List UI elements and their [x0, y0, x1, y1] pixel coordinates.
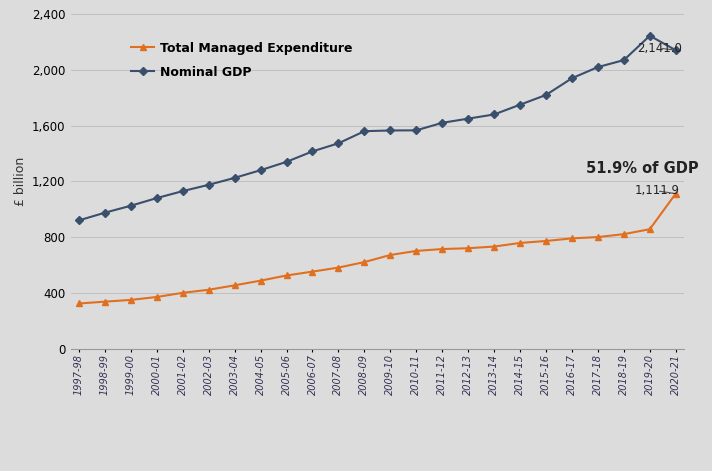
- Nominal GDP: [308, 148, 317, 154]
- Total Managed Expenditure: [360, 259, 369, 265]
- Total Managed Expenditure: [100, 299, 109, 304]
- Total Managed Expenditure: [256, 278, 265, 284]
- Nominal GDP: [412, 128, 421, 133]
- Nominal GDP: [386, 128, 394, 133]
- Total Managed Expenditure: [386, 252, 394, 258]
- Nominal GDP: [542, 92, 550, 98]
- Total Managed Expenditure: [671, 191, 680, 196]
- Total Managed Expenditure: [152, 294, 161, 300]
- Total Managed Expenditure: [231, 283, 239, 288]
- Nominal GDP: [646, 33, 654, 39]
- Line: Nominal GDP: Nominal GDP: [76, 33, 679, 223]
- Total Managed Expenditure: [412, 248, 421, 254]
- Nominal GDP: [567, 75, 576, 81]
- Nominal GDP: [231, 175, 239, 181]
- Total Managed Expenditure: [75, 300, 83, 306]
- Total Managed Expenditure: [646, 227, 654, 232]
- Total Managed Expenditure: [490, 244, 498, 249]
- Text: 2,141.0: 2,141.0: [637, 41, 681, 55]
- Text: 51.9% of GDP: 51.9% of GDP: [586, 161, 698, 176]
- Total Managed Expenditure: [282, 273, 290, 278]
- Nominal GDP: [204, 182, 213, 187]
- Total Managed Expenditure: [567, 236, 576, 241]
- Nominal GDP: [594, 64, 602, 70]
- Total Managed Expenditure: [619, 231, 628, 237]
- Nominal GDP: [179, 188, 187, 194]
- Nominal GDP: [334, 140, 342, 146]
- Legend: Total Managed Expenditure, Nominal GDP: Total Managed Expenditure, Nominal GDP: [127, 37, 357, 84]
- Nominal GDP: [619, 57, 628, 63]
- Total Managed Expenditure: [438, 246, 446, 252]
- Y-axis label: £ billion: £ billion: [14, 157, 26, 206]
- Nominal GDP: [438, 120, 446, 126]
- Text: 1,111.9: 1,111.9: [634, 184, 679, 197]
- Nominal GDP: [152, 195, 161, 201]
- Nominal GDP: [360, 128, 369, 134]
- Nominal GDP: [464, 116, 473, 122]
- Line: Total Managed Expenditure: Total Managed Expenditure: [75, 190, 679, 307]
- Total Managed Expenditure: [179, 290, 187, 296]
- Total Managed Expenditure: [204, 287, 213, 292]
- Nominal GDP: [282, 159, 290, 165]
- Nominal GDP: [256, 167, 265, 173]
- Total Managed Expenditure: [308, 269, 317, 275]
- Nominal GDP: [490, 112, 498, 117]
- Total Managed Expenditure: [127, 297, 135, 303]
- Total Managed Expenditure: [542, 238, 550, 244]
- Nominal GDP: [515, 102, 524, 107]
- Total Managed Expenditure: [464, 245, 473, 251]
- Total Managed Expenditure: [594, 234, 602, 240]
- Nominal GDP: [100, 210, 109, 216]
- Nominal GDP: [127, 203, 135, 209]
- Nominal GDP: [75, 218, 83, 223]
- Total Managed Expenditure: [334, 265, 342, 270]
- Total Managed Expenditure: [515, 240, 524, 246]
- Nominal GDP: [671, 48, 680, 53]
